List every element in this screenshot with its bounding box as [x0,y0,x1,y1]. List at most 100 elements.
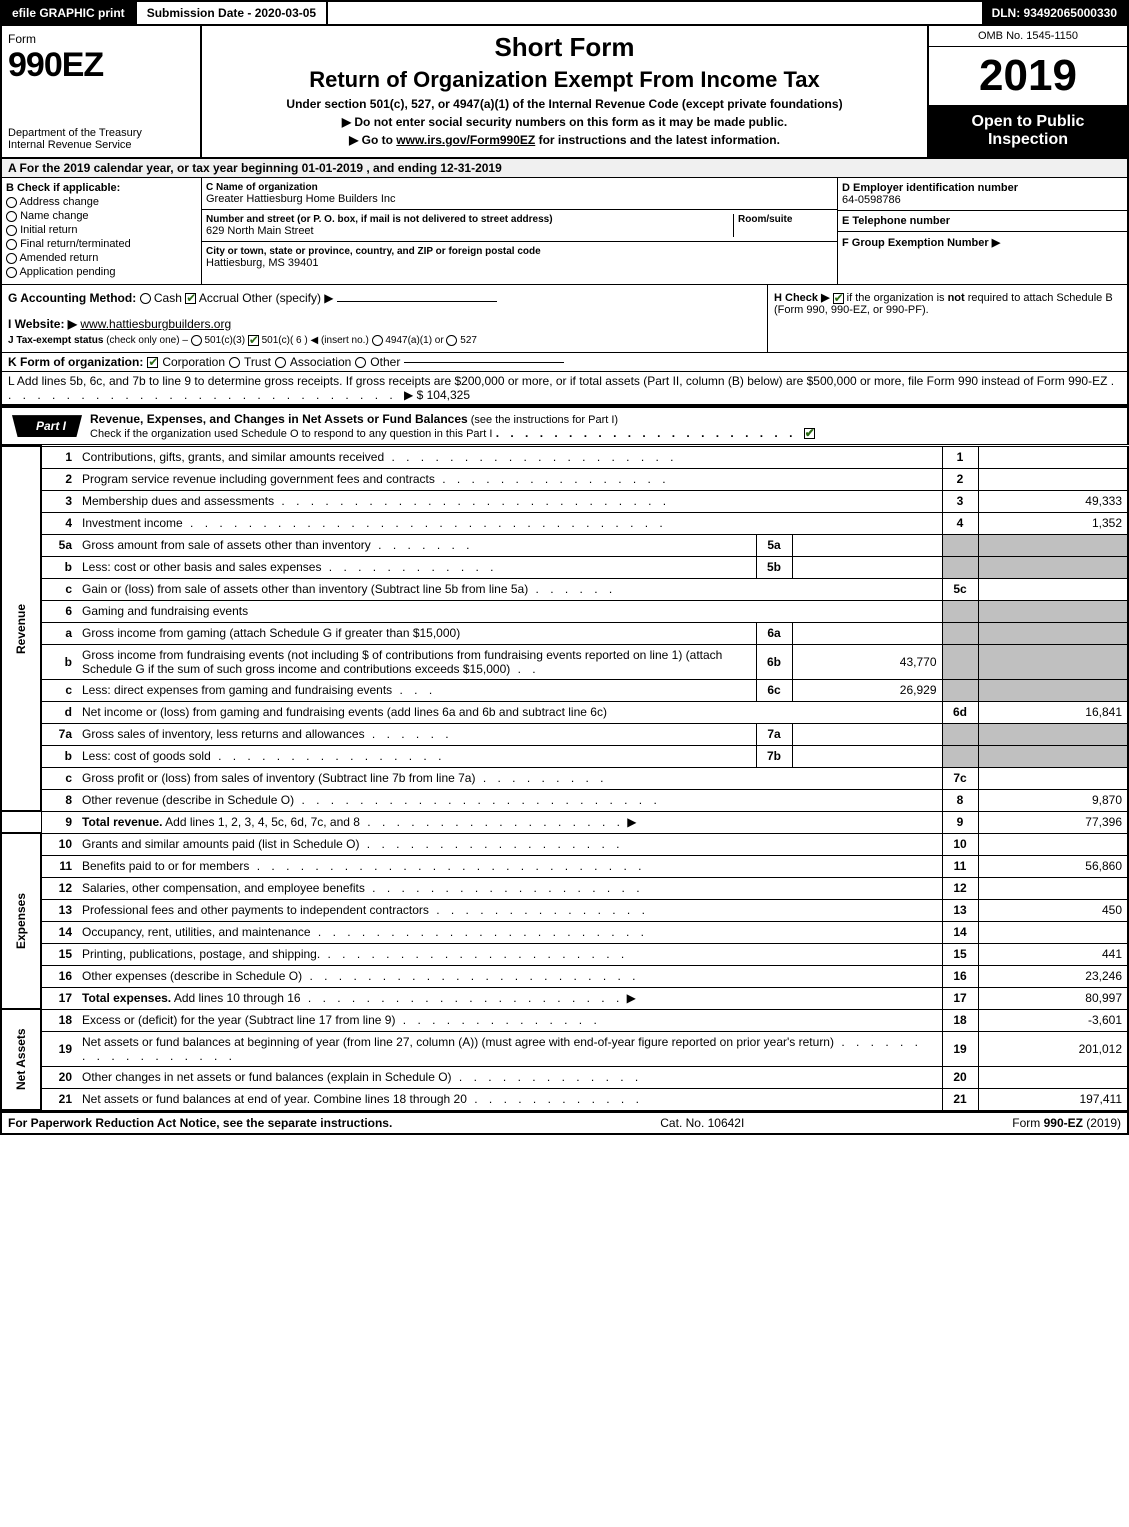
line-7c-desc: Gross profit or (loss) from sales of inv… [77,767,942,789]
h-check-label: H Check ▶ [774,292,830,304]
k-assoc[interactable] [275,357,286,368]
city-label: City or town, state or province, country… [206,246,833,257]
part-i-check-note: Check if the organization used Schedule … [90,428,492,440]
line-7a-num: 7a [41,723,77,745]
street-address: 629 North Main Street [206,225,733,237]
group-exemption-label: F Group Exemption Number ▶ [842,236,1123,249]
ein-value: 64-0598786 [842,194,1123,206]
line-7a-shade1 [942,723,978,745]
line-21-num: 21 [41,1088,77,1110]
street-label: Number and street (or P. O. box, if mail… [206,214,733,225]
check-amended-return[interactable]: Amended return [6,252,197,264]
top-bar: efile GRAPHIC print Submission Date - 20… [0,0,1129,26]
j-501c[interactable] [248,335,259,346]
accrual-check[interactable] [185,293,196,304]
line-6a-num: a [41,622,77,644]
line-5a-shade2 [978,534,1128,556]
line-7b-subval [792,745,942,767]
line-8-desc: Other revenue (describe in Schedule O) .… [77,789,942,811]
line-7a-desc: Gross sales of inventory, less returns a… [77,723,756,745]
line-3-num: 3 [41,490,77,512]
line-20-val [978,1066,1128,1088]
part-i-header: Part I Revenue, Expenses, and Changes in… [0,406,1129,445]
pra-notice: For Paperwork Reduction Act Notice, see … [8,1116,392,1130]
line-15-desc: Printing, publications, postage, and shi… [77,943,942,965]
k-trust[interactable] [229,357,240,368]
j-527[interactable] [446,335,457,346]
line-1-val [978,446,1128,468]
line-6d-val: 16,841 [978,701,1128,723]
line-8-val: 9,870 [978,789,1128,811]
line-7c-num: c [41,767,77,789]
footer: For Paperwork Reduction Act Notice, see … [0,1111,1129,1135]
go-post: for instructions and the latest informat… [539,133,780,147]
part-i-table: Revenue 1 Contributions, gifts, grants, … [0,445,1129,1111]
line-20-desc: Other changes in net assets or fund bala… [77,1066,942,1088]
cash-radio[interactable] [140,293,151,304]
line-10-col: 10 [942,833,978,855]
line-13-col: 13 [942,899,978,921]
line-7a-subval [792,723,942,745]
line-6-shade2 [978,600,1128,622]
line-2-num: 2 [41,468,77,490]
check-address-change[interactable]: Address change [6,196,197,208]
l-text: L Add lines 5b, 6c, and 7b to line 9 to … [8,374,1107,388]
irs-form-link[interactable]: www.irs.gov/Form990EZ [396,133,535,147]
return-title: Return of Organization Exempt From Incom… [309,67,820,93]
efile-print-button[interactable]: efile GRAPHIC print [2,2,137,24]
line-5a-sub: 5a [756,534,792,556]
line-13-num: 13 [41,899,77,921]
line-14-desc: Occupancy, rent, utilities, and maintena… [77,921,942,943]
line-6d-desc: Net income or (loss) from gaming and fun… [77,701,942,723]
line-12-num: 12 [41,877,77,899]
header-center: Short Form Return of Organization Exempt… [202,26,927,157]
line-11-col: 11 [942,855,978,877]
website-link[interactable]: www.hattiesburgbuilders.org [80,317,231,331]
open-public-inspection: Open to Public Inspection [929,105,1127,157]
line-12-col: 12 [942,877,978,899]
h-checkbox[interactable] [833,293,844,304]
k-corp[interactable] [147,357,158,368]
part-i-schedule-o-check[interactable] [804,428,815,439]
section-g: G Accounting Method: Cash Accrual Other … [2,285,767,352]
section-d-e-f: D Employer identification number 64-0598… [837,178,1127,284]
section-b-title: B Check if applicable: [6,182,197,194]
form-number: 990EZ [8,46,194,85]
section-l: L Add lines 5b, 6c, and 7b to line 9 to … [0,372,1129,406]
line-15-col: 15 [942,943,978,965]
section-c: C Name of organization Greater Hattiesbu… [202,178,837,284]
line-5c-desc: Gain or (loss) from sale of assets other… [77,578,942,600]
check-name-change[interactable]: Name change [6,210,197,222]
j-note: (check only one) – [106,335,188,346]
line-14-num: 14 [41,921,77,943]
check-initial-return[interactable]: Initial return [6,224,197,236]
k-other[interactable] [355,357,366,368]
line-17-num: 17 [41,987,77,1009]
line-16-num: 16 [41,965,77,987]
line-6c-desc: Less: direct expenses from gaming and fu… [77,679,756,701]
line-9-col: 9 [942,811,978,833]
submission-date: Submission Date - 2020-03-05 [137,2,328,24]
line-2-desc: Program service revenue including govern… [77,468,942,490]
line-6d-col: 6d [942,701,978,723]
line-12-desc: Salaries, other compensation, and employ… [77,877,942,899]
line-18-desc: Excess or (deficit) for the year (Subtra… [77,1009,942,1031]
line-7b-num: b [41,745,77,767]
form-header: Form 990EZ Department of the Treasury In… [0,26,1129,159]
line-11-val: 56,860 [978,855,1128,877]
form-word: Form [8,32,194,46]
check-application-pending[interactable]: Application pending [6,266,197,278]
group-exemption-row: F Group Exemption Number ▶ [838,232,1127,284]
other-specify: Other (specify) ▶ [242,291,333,305]
line-4-col: 4 [942,512,978,534]
line-5c-val [978,578,1128,600]
j-501c3[interactable] [191,335,202,346]
line-9-num: 9 [41,811,77,833]
h-text1: if the organization is [847,292,948,304]
line-6a-subval [792,622,942,644]
form-ref: Form 990-EZ (2019) [1012,1116,1121,1130]
j-4947[interactable] [372,335,383,346]
line-5c-col: 5c [942,578,978,600]
check-final-return[interactable]: Final return/terminated [6,238,197,250]
org-name-row: C Name of organization Greater Hattiesbu… [202,178,837,210]
